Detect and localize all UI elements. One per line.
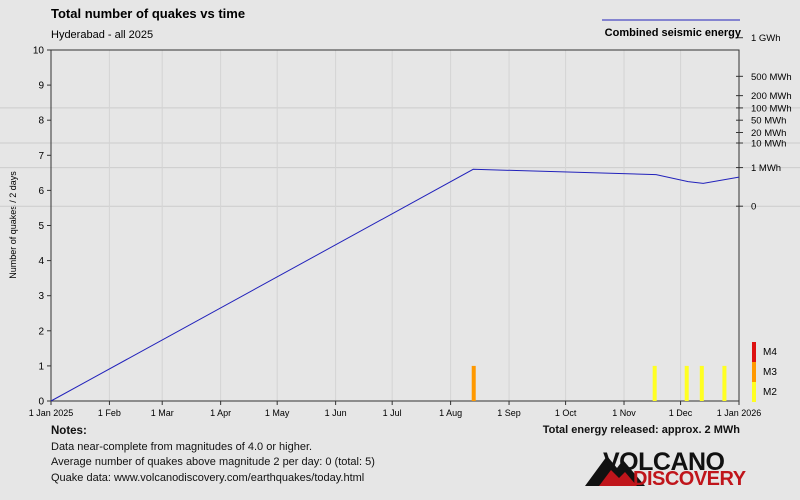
notes-header: Notes: (51, 425, 87, 437)
energy-tick-label: 200 MWh (751, 91, 792, 102)
logo-line2: DISCOVERY (633, 468, 746, 490)
magnitude-label: M2 (763, 387, 777, 398)
y-tick-label: 8 (38, 116, 44, 127)
x-tick-label: 1 Dec (669, 408, 693, 418)
x-tick-label: 1 Nov (612, 408, 636, 418)
x-tick-label: 1 Aug (439, 408, 462, 418)
energy-tick-label: 100 MWh (751, 103, 792, 114)
energy-tick-label: 0 (751, 202, 756, 213)
quake-bar (471, 365, 476, 401)
energy-gridlines (0, 107, 800, 207)
y-tick-label: 9 (38, 81, 44, 92)
energy-tick-label: 1 GWh (751, 33, 781, 44)
energy-line (50, 168, 740, 402)
plot-area (50, 49, 740, 402)
notes-line: Quake data: www.volcanodiscovery.com/ear… (51, 471, 365, 484)
quake-bar (684, 365, 689, 401)
y-tick-label: 6 (38, 186, 44, 197)
energy-series (50, 168, 740, 402)
chart-title: Total number of quakes vs time (51, 6, 245, 21)
x-tick-label: 1 Mar (151, 408, 174, 418)
logo-line1: VOLCANO (603, 448, 725, 476)
y-tick-label: 2 (38, 326, 44, 337)
notes-line: Average number of quakes above magnitude… (51, 456, 375, 468)
notes: Notes: Data near-complete from magnitude… (51, 424, 375, 486)
legend-energy-label: Combined seismic energy (605, 27, 742, 39)
magnitude-swatch (752, 362, 756, 382)
y-axis-label: Number of quakes / 2 days (8, 171, 18, 279)
magnitude-legend: M4 M3 M2 (752, 342, 777, 402)
magnitude-swatch (752, 342, 756, 362)
y-tick-label: 10 (33, 46, 45, 57)
y-tick-label: 0 (38, 397, 44, 408)
energy-tick-label: 10 MWh (751, 139, 786, 150)
x-tick-label: 1 Jan 2025 (29, 408, 74, 418)
x-tick-label: 1 Jan 2026 (717, 408, 762, 418)
quake-bars (471, 365, 727, 401)
y-tick-label: 7 (38, 151, 44, 162)
quake-bar (699, 365, 704, 401)
magnitude-label: M3 (763, 367, 777, 378)
magnitude-swatch (752, 382, 756, 402)
energy-tick-label: 20 MWh (751, 128, 786, 139)
energy-tick-label: 50 MWh (751, 116, 786, 127)
x-tick-label: 1 Jul (383, 408, 402, 418)
energy-total: Total energy released: approx. 2 MWh (542, 424, 740, 436)
chart-subtitle: Hyderabad - all 2025 (51, 29, 153, 41)
y-tick-label: 3 (38, 291, 44, 302)
quake-bar (652, 365, 657, 401)
x-tick-label: 1 Oct (555, 408, 577, 418)
volcano-icon (585, 456, 645, 486)
magnitude-label: M4 (763, 347, 777, 358)
quake-bar (722, 365, 727, 401)
y-tick-label: 1 (38, 361, 44, 372)
x-tick-label: 1 Feb (98, 408, 121, 418)
y-tick-label: 4 (38, 256, 44, 267)
energy-tick-label: 500 MWh (751, 72, 792, 83)
y-tick-label: 5 (38, 221, 44, 232)
y-axis: 0 1 2 3 4 5 6 7 8 9 10 (33, 46, 51, 408)
x-tick-label: 1 Jun (325, 408, 347, 418)
notes-line: Data near-complete from magnitudes of 4.… (51, 440, 313, 453)
energy-tick-label: 1 MWh (751, 163, 781, 174)
x-tick-label: 1 May (265, 408, 290, 418)
vertical-gridlines (108, 50, 682, 401)
x-tick-label: 1 Apr (210, 408, 231, 418)
volcanodiscovery-logo: VOLCANO DISCOVERY (585, 448, 755, 490)
x-axis: 1 Jan 2025 1 Feb 1 Mar 1 Apr 1 May 1 Jun 1 Jul… (29, 401, 762, 418)
x-tick-label: 1 Sep (497, 408, 521, 418)
